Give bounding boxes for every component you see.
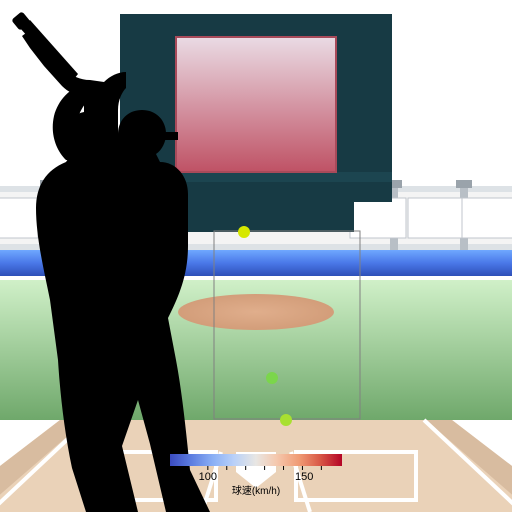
scoreboard-screen [176, 37, 336, 172]
legend-tick: 150 [295, 471, 313, 483]
pitch-marker [280, 414, 292, 426]
pitchers-mound [178, 294, 334, 330]
legend-label: 球速(km/h) [232, 484, 280, 497]
legend-gradient-bar [170, 454, 342, 466]
legend-tick: 100 [199, 471, 217, 483]
pitch-marker [266, 372, 278, 384]
pitch-location-chart: 100 150 球速(km/h) [0, 0, 512, 512]
pitch-marker [238, 226, 250, 238]
